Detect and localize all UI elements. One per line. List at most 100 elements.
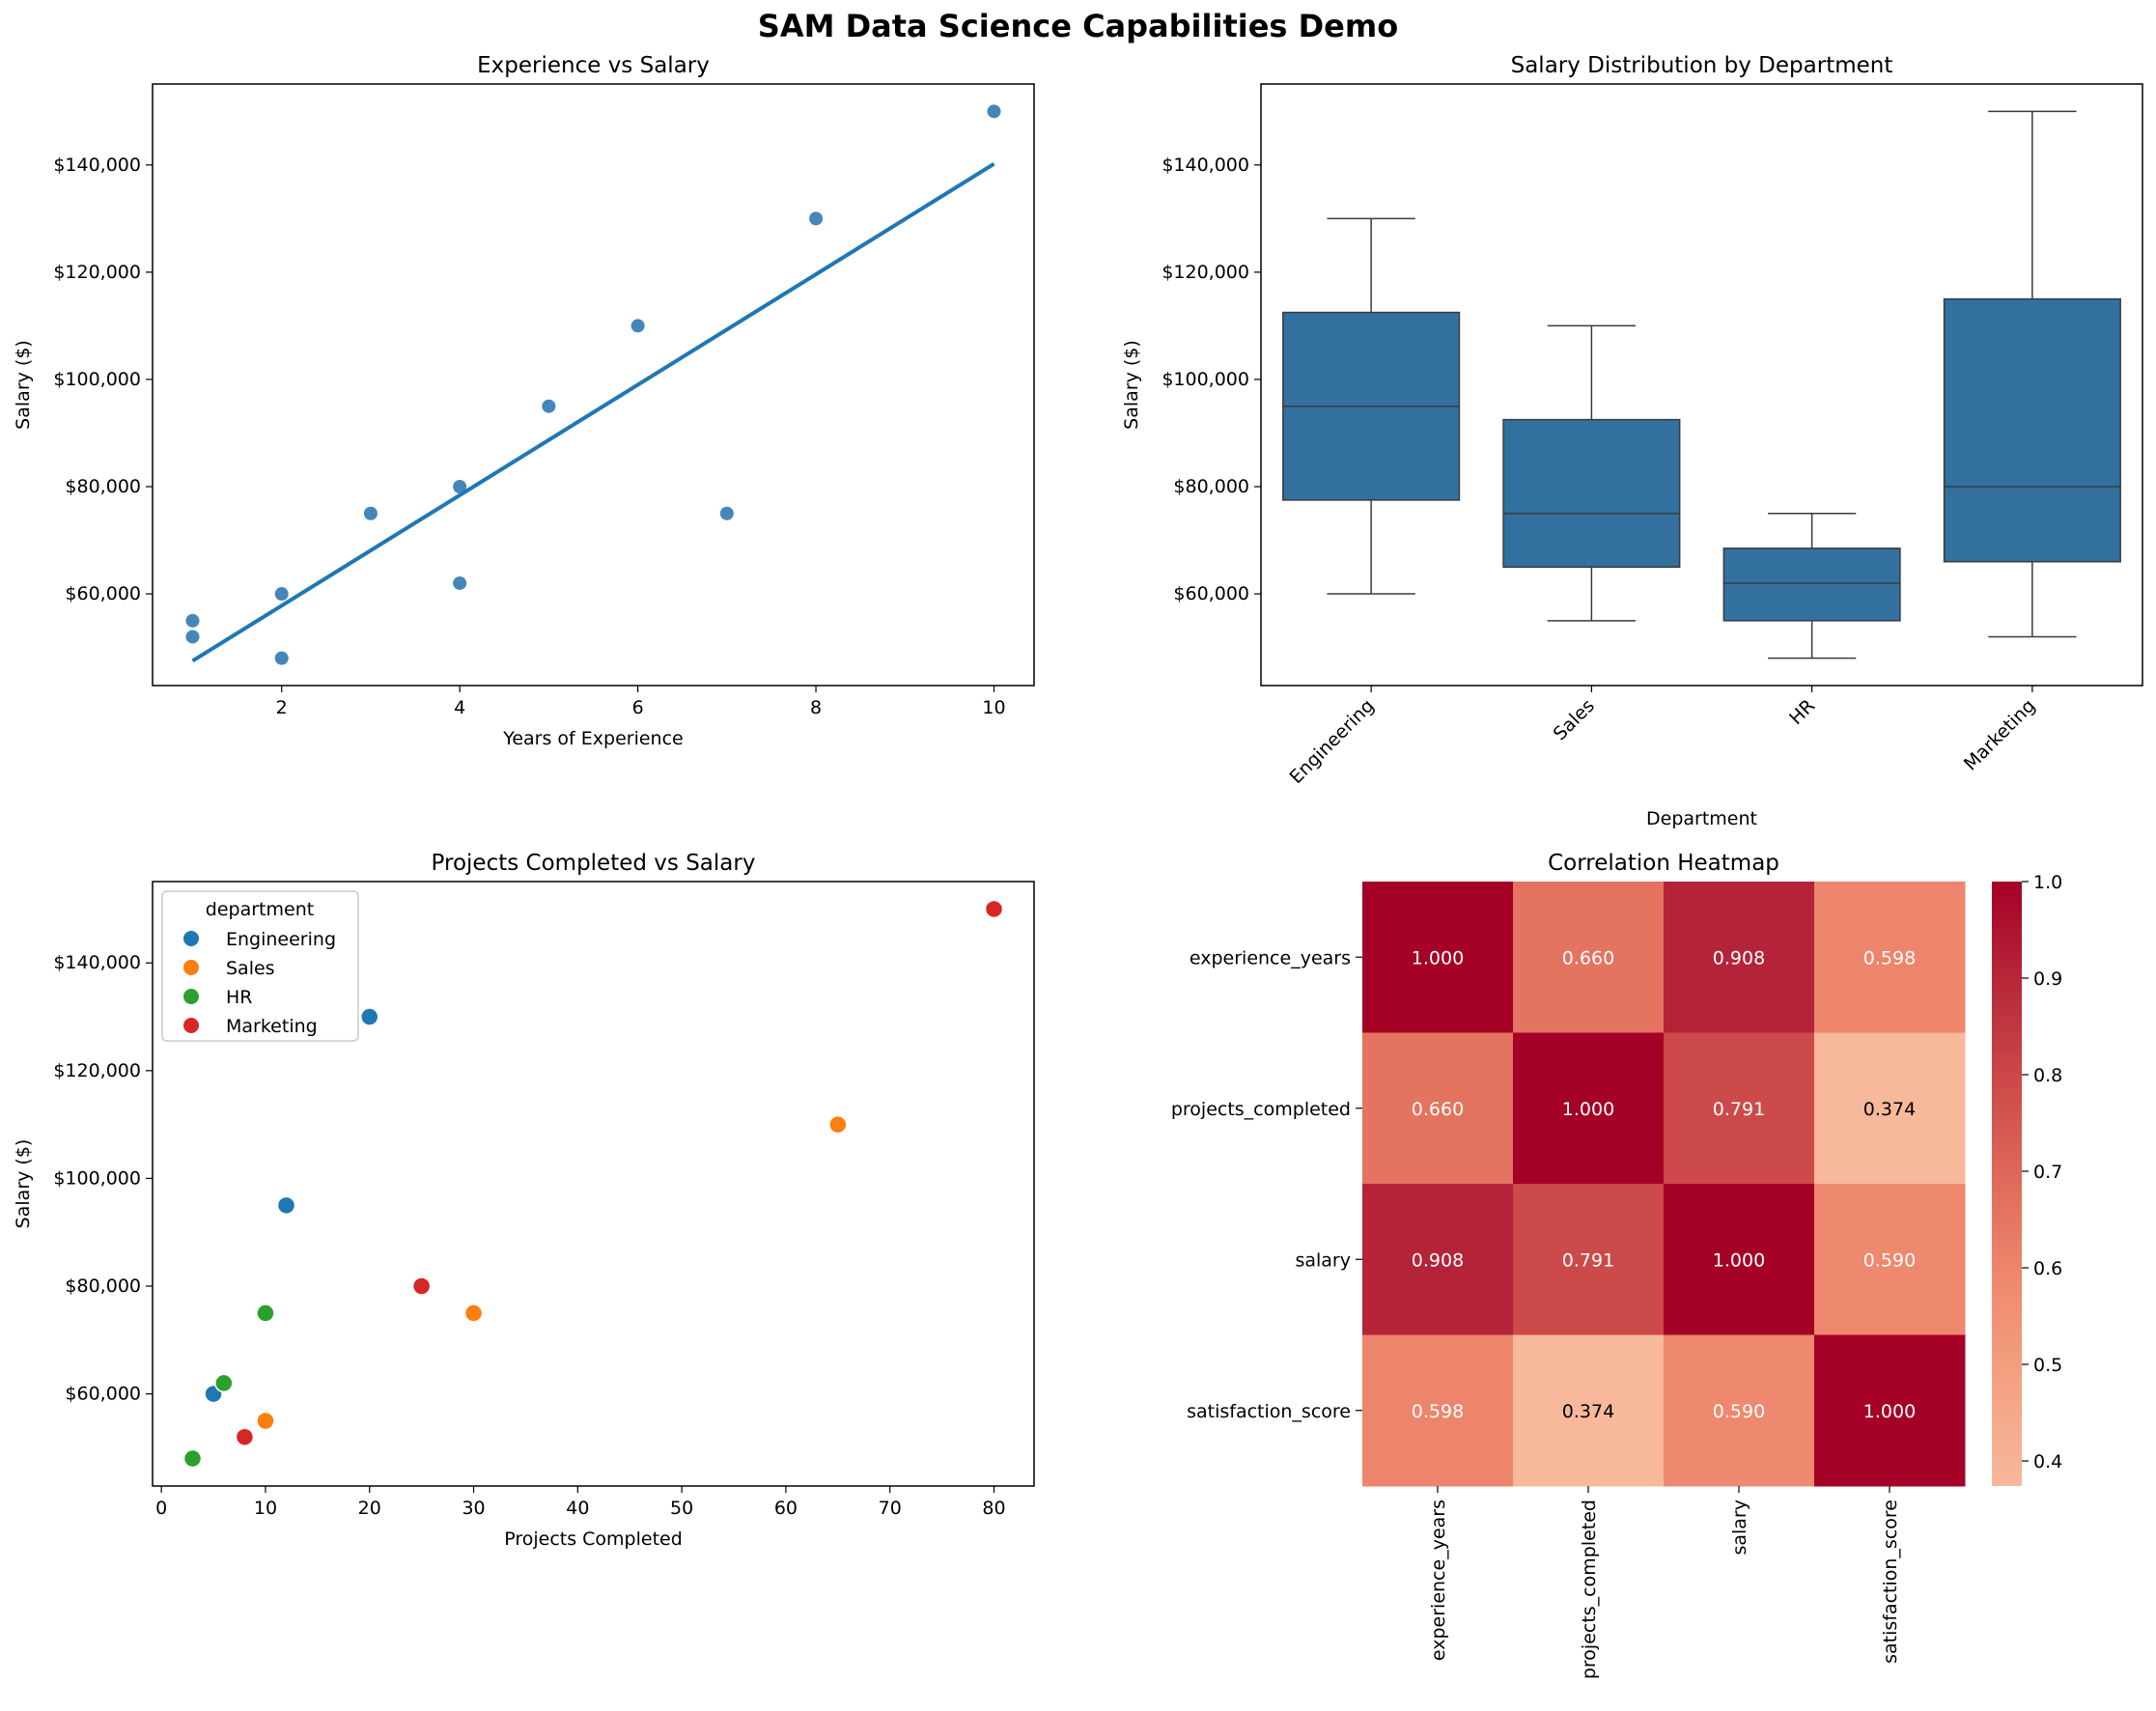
- data-point-hr: [182, 1448, 203, 1469]
- data-point-hr: [214, 1373, 234, 1393]
- y-tick-label: $120,000: [1162, 262, 1249, 283]
- row-label: projects_completed: [1171, 1099, 1351, 1120]
- y-tick-label: $60,000: [1173, 583, 1249, 604]
- cell-value: 0.791: [1713, 1099, 1765, 1120]
- column-label: satisfaction_score: [1880, 1500, 1901, 1664]
- heatmap-cell: [1814, 1334, 1966, 1487]
- heatmap-cell: [1362, 1032, 1514, 1185]
- salary-by-department-chart: Salary Distribution by Department Enginee…: [1121, 53, 2143, 829]
- colorbar: [1992, 882, 2022, 1486]
- legend-marker-sales: [183, 960, 199, 975]
- x-tick-label: 70: [879, 1498, 902, 1519]
- x-tick-label: 6: [632, 697, 644, 718]
- heatmap-cell: [1513, 1032, 1665, 1185]
- x-tick-label: Sales: [1550, 695, 1599, 744]
- heatmap-cell: [1814, 1184, 1966, 1335]
- data-point: [274, 587, 289, 602]
- x-axis-label: Years of Experience: [502, 728, 683, 749]
- data-point: [719, 506, 734, 520]
- heatmap-cell: [1362, 882, 1514, 1033]
- data-point-sales: [463, 1304, 484, 1323]
- data-point: [809, 211, 824, 226]
- row-label: experience_years: [1190, 947, 1351, 968]
- x-axis-label: Department: [1646, 808, 1757, 829]
- x-tick-label: 0: [155, 1498, 167, 1519]
- box-hr: [1722, 547, 1901, 622]
- cell-value: 0.374: [1863, 1099, 1916, 1120]
- legend-marker-hr: [183, 989, 199, 1004]
- heatmap-cell: [1814, 882, 1966, 1033]
- heatmap-cell: [1664, 882, 1815, 1033]
- heatmap-cell: [1664, 1334, 1815, 1487]
- x-tick-label: 10: [982, 697, 1005, 718]
- y-tick-label: $100,000: [53, 1167, 141, 1189]
- column-label: salary: [1729, 1500, 1750, 1556]
- x-tick-label: 2: [276, 697, 288, 718]
- legend-box: [161, 890, 359, 1042]
- y-axis-label: Salary ($): [1121, 340, 1142, 430]
- x-tick-label: 80: [982, 1498, 1005, 1519]
- heatmap-cell: [1513, 1334, 1665, 1487]
- colorbar-tick-label: 0.9: [2033, 968, 2062, 990]
- data-point-marketing: [235, 1427, 255, 1446]
- cell-value: 0.598: [1412, 1401, 1464, 1422]
- legend: department Engineering Sales HR Marketing: [161, 890, 359, 1042]
- data-point-engineering: [276, 1195, 296, 1216]
- y-tick-label: $60,000: [65, 1384, 141, 1405]
- data-point: [630, 319, 645, 333]
- row-label: salary: [1295, 1249, 1351, 1271]
- data-point-hr: [256, 1304, 275, 1323]
- cell-value: 1.000: [1562, 1099, 1614, 1120]
- x-tick-label: Engineering: [1285, 695, 1378, 788]
- data-point: [453, 575, 467, 590]
- heatmap-cell: [1664, 1184, 1815, 1335]
- x-tick-label: 60: [774, 1498, 798, 1519]
- y-tick-label: $140,000: [53, 952, 141, 973]
- data-point: [274, 651, 289, 665]
- data-point-sales: [256, 1411, 275, 1431]
- y-tick-label: $100,000: [53, 369, 141, 390]
- y-tick-label: $120,000: [53, 262, 141, 283]
- regression-line: [191, 162, 995, 663]
- cell-value: 0.908: [1412, 1249, 1464, 1271]
- data-point: [987, 104, 1001, 119]
- cell-value: 0.791: [1562, 1249, 1614, 1271]
- colorbar-tick-label: 1.0: [2033, 872, 2062, 893]
- x-tick-label: 50: [670, 1498, 693, 1519]
- data-point-sales: [828, 1114, 848, 1135]
- heatmap-cell: [1664, 1032, 1815, 1185]
- y-tick-label: $140,000: [53, 154, 141, 176]
- legend-marker-marketing: [183, 1018, 199, 1033]
- heatmap-cell: [1513, 882, 1665, 1033]
- y-tick-label: $80,000: [65, 1276, 141, 1297]
- cell-value: 1.000: [1863, 1401, 1916, 1422]
- x-tick-label: 4: [454, 697, 465, 718]
- x-tick-label: 10: [254, 1498, 277, 1519]
- y-axis-label: Salary ($): [13, 340, 34, 430]
- chart-title: Salary Distribution by Department: [1511, 53, 1893, 78]
- projects-vs-salary-chart: Projects Completed vs Salary $60,000 $80,0…: [13, 851, 1035, 1550]
- figure-title: SAM Data Science Capabilities Demo: [757, 8, 1399, 44]
- colorbar-tick-label: 0.7: [2033, 1162, 2062, 1183]
- row-label: satisfaction_score: [1187, 1401, 1351, 1422]
- data-point: [542, 399, 556, 413]
- colorbar-tick-label: 0.8: [2033, 1065, 2062, 1086]
- legend-title: department: [206, 899, 314, 920]
- legend-label: Engineering: [226, 929, 336, 950]
- correlation-heatmap-chart: Correlation Heatmap 1.000 0.660 0.908 0.598 0…: [1171, 851, 2062, 1679]
- heatmap-cell: [1814, 1032, 1966, 1185]
- colorbar-tick-label: 0.6: [2033, 1258, 2062, 1279]
- heatmap-cell: [1513, 1184, 1665, 1335]
- x-tick-label: 20: [358, 1498, 381, 1519]
- column-label: projects_completed: [1579, 1500, 1600, 1679]
- data-point-marketing: [984, 899, 1004, 919]
- chart-title: Correlation Heatmap: [1548, 851, 1779, 876]
- legend-label: Marketing: [226, 1016, 318, 1037]
- box-sales: [1502, 418, 1681, 569]
- x-tick-label: 30: [462, 1498, 485, 1519]
- data-point: [363, 506, 378, 520]
- heatmap-cell: [1362, 1334, 1514, 1487]
- cell-value: 0.590: [1863, 1249, 1916, 1271]
- x-axis-label: Projects Completed: [504, 1529, 683, 1550]
